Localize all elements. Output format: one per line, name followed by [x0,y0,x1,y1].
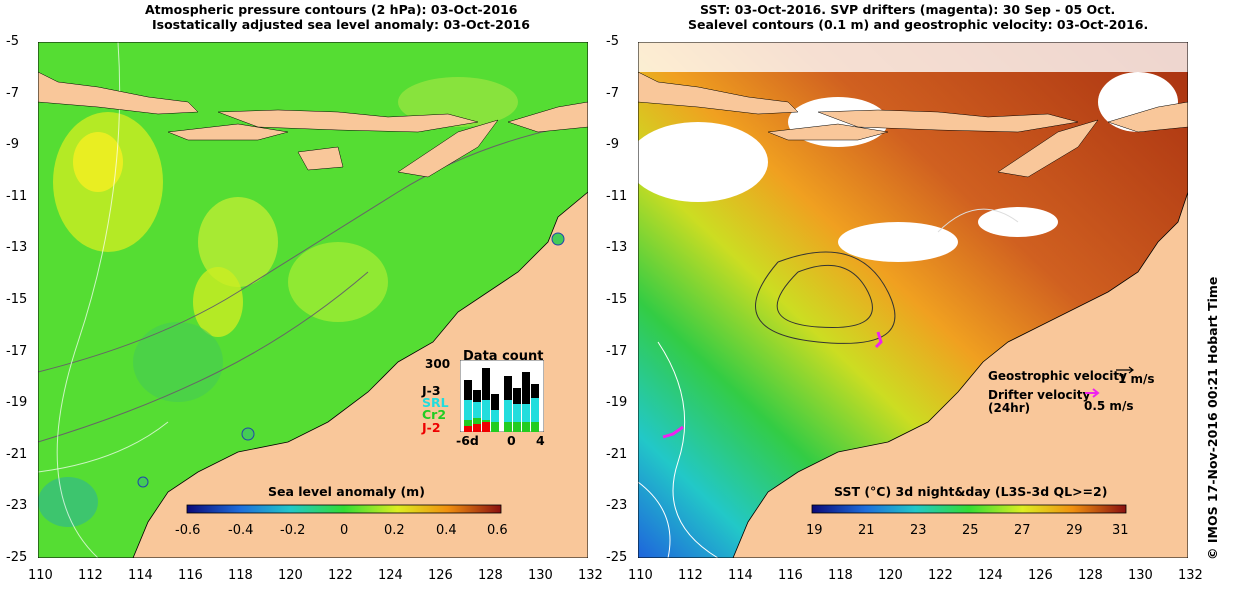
mission-j2: J-2 [422,420,441,435]
sst-tick: 21 [858,523,875,538]
lat-tick-label: -19 [6,395,28,411]
sst-colorbar [811,504,1127,514]
mission-srl: SRL [422,395,449,410]
data-count-xtick: 4 [536,433,545,448]
left-title-line1: Atmospheric pressure contours (2 hPa): 0… [145,2,518,17]
sst-colorbar-label: SST (°C) 3d night&day (L3S-3d QL>=2) [834,484,1108,499]
lon-tick-label: 110 [628,568,653,583]
sst-tick: 31 [1112,523,1129,538]
lon-tick-label: 130 [1128,568,1153,583]
sla-tick: -0.4 [228,523,254,538]
sst-tick: 23 [910,523,927,538]
lon-tick-label: 114 [728,568,753,583]
lon-tick-label: 126 [1028,568,1053,583]
drifter-velocity-value: 0.5 m/s [1084,399,1134,413]
lon-tick-label: 130 [528,568,553,583]
lon-tick-label: 116 [178,568,203,583]
right-title-line1: SST: 03-Oct-2016. SVP drifters (magenta)… [700,2,1116,17]
lat-tick-label: -15 [6,292,28,307]
lon-tick-label: 110 [28,568,53,583]
lat-tick-label: -9 [6,137,19,153]
data-count-ymax: 300 [425,357,451,371]
data-count-chart [460,360,544,432]
sla-tick: -0.6 [175,523,201,538]
drifter-velocity-label: Drifter velocity [988,388,1091,402]
lat-tick-label: -5 [6,34,19,49]
lat-tick-label: -7 [606,85,619,101]
sst-tick: 27 [1014,523,1031,538]
sst-tick: 19 [806,523,823,538]
lat-tick-label: -23 [6,498,28,514]
lat-tick-label: -9 [606,137,619,153]
lon-tick-label: 120 [278,568,303,583]
lat-tick-label: -7 [6,85,19,101]
sea-level-anomaly-map [38,42,588,558]
lon-tick-label: 126 [428,568,453,583]
credit-text: © IMOS 17-Nov-2016 00:21 Hobart Time [1205,276,1220,560]
data-count-xtick: -6d [456,433,479,448]
sla-tick: -0.2 [280,523,306,538]
lat-tick-label: -21 [606,446,628,462]
lon-tick-label: 112 [678,568,703,583]
lon-tick-label: 112 [78,568,103,583]
lon-tick-label: 122 [328,568,353,583]
lat-tick-label: -17 [606,343,628,359]
lon-tick-label: 124 [978,568,1003,583]
lat-tick-label: -25 [606,550,628,565]
lon-tick-label: 132 [578,568,603,583]
left-title-line2: Isostatically adjusted sea level anomaly… [152,17,530,32]
lat-tick-label: -13 [6,240,28,256]
sla-colorbar [186,504,502,514]
mission-j3: J-3 [422,383,441,398]
drifter-arrow-icon [1085,388,1100,398]
lon-tick-label: 118 [828,568,853,583]
lat-tick-label: -23 [606,498,628,514]
data-count-xtick: 0 [507,433,516,448]
sla-tick: 0.6 [487,523,508,538]
lon-tick-label: 118 [228,568,253,583]
lat-tick-label: -25 [6,550,28,565]
lon-tick-label: 124 [378,568,403,583]
sla-tick: 0.2 [384,523,405,538]
geo-velocity-arrow-icon [1116,366,1134,374]
mission-cr2: Cr2 [422,407,447,422]
drifter-velocity-label-2: (24hr) [988,401,1031,415]
lat-tick-label: -13 [606,240,628,256]
lon-tick-label: 132 [1178,568,1203,583]
lon-tick-label: 128 [478,568,503,583]
geo-velocity-label: Geostrophic velocity [988,369,1127,383]
sla-tick: 0.4 [436,523,457,538]
lat-tick-label: -11 [606,188,628,204]
lat-tick-label: -21 [6,446,28,462]
right-title-line2: Sealevel contours (0.1 m) and geostrophi… [688,17,1149,32]
lat-tick-label: -15 [606,292,628,307]
sst-map [638,42,1188,558]
lon-tick-label: 122 [928,568,953,583]
lon-tick-label: 120 [878,568,903,583]
sla-colorbar-label: Sea level anomaly (m) [268,484,425,499]
lon-tick-label: 114 [128,568,153,583]
sst-tick: 25 [962,523,979,538]
sla-tick: 0 [340,523,349,538]
lon-tick-label: 128 [1078,568,1103,583]
lat-tick-label: -11 [6,188,28,204]
lat-tick-label: -17 [6,343,28,359]
geo-velocity-value: 1 m/s [1118,372,1155,386]
lat-tick-label: -5 [606,34,619,49]
sst-tick: 29 [1066,523,1083,538]
lon-tick-label: 116 [778,568,803,583]
lat-tick-label: -19 [606,395,628,411]
